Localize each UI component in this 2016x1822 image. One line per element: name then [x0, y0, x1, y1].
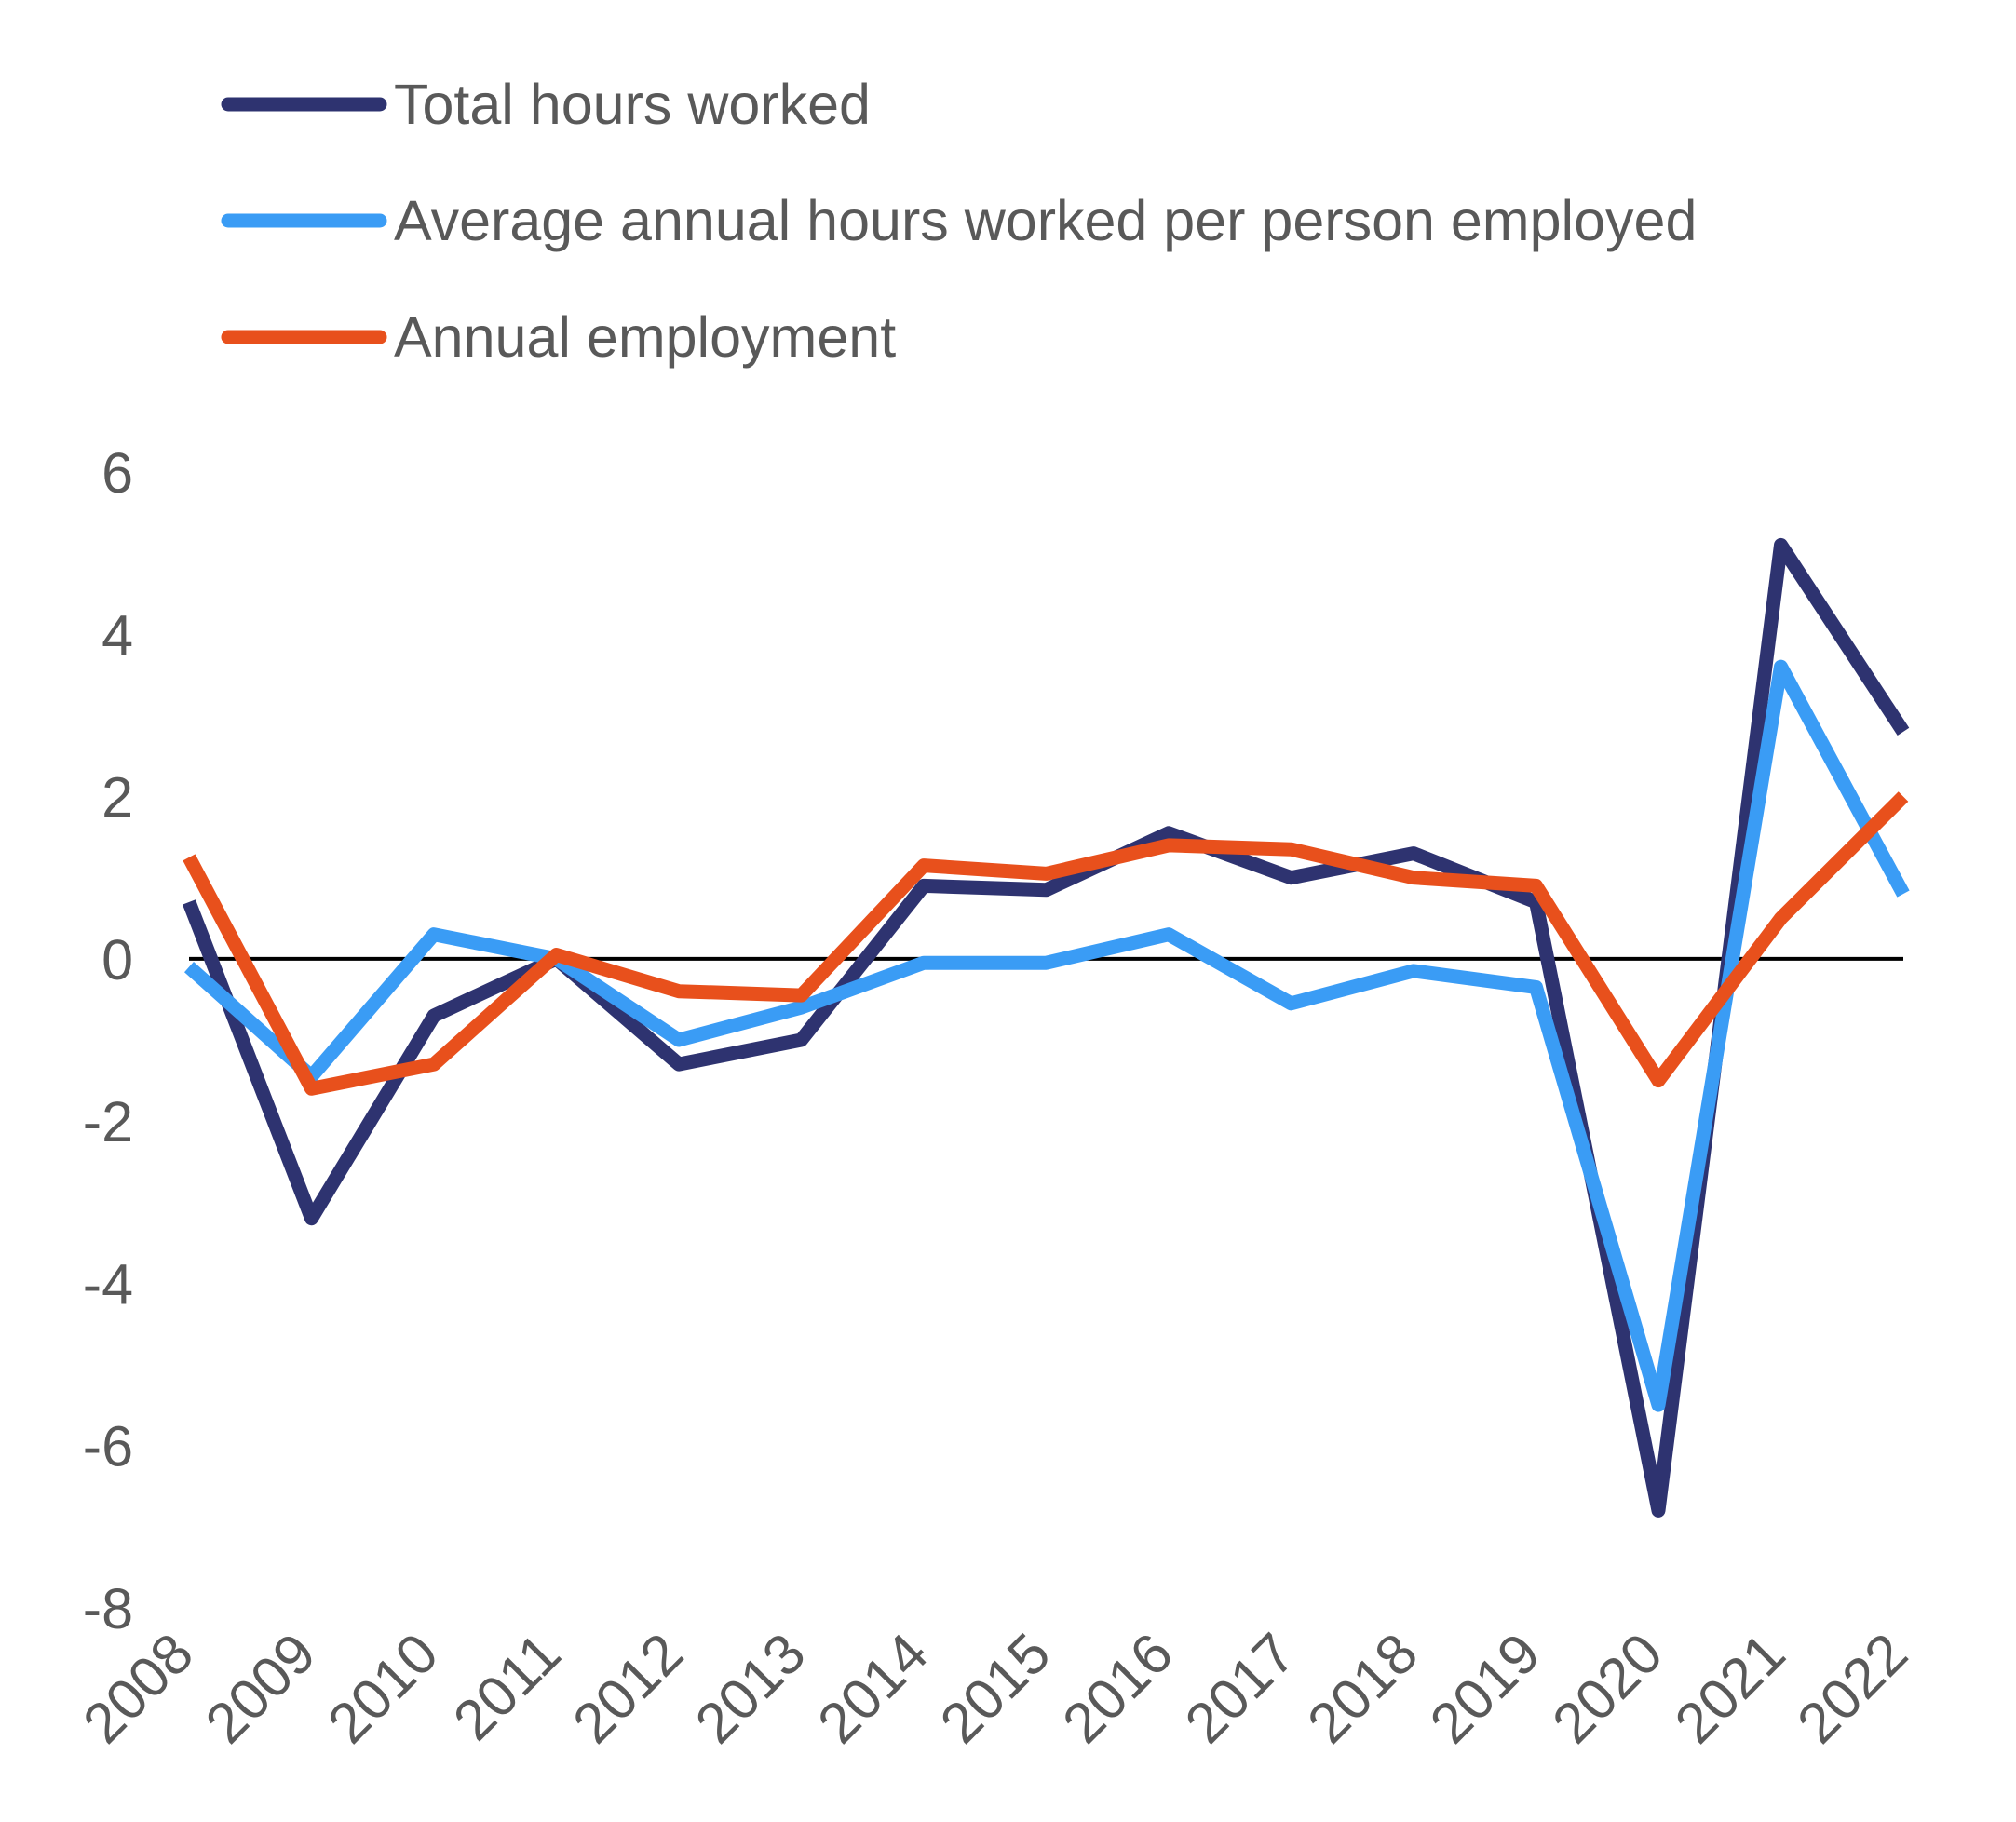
x-tick-label: 2019	[1418, 1621, 1552, 1755]
y-tick-label: 2	[101, 766, 133, 830]
y-tick-label: 0	[101, 928, 133, 992]
legend-item-annual-employment: Annual employment	[221, 305, 896, 369]
x-tick-label: 2021	[1663, 1621, 1797, 1755]
y-tick-label: -8	[83, 1577, 133, 1640]
x-axis-tick-labels: 2008200920102011201220132014201520162017…	[71, 1621, 1919, 1755]
x-tick-label: 2013	[683, 1621, 818, 1755]
legend-label: Total hours worked	[394, 73, 871, 136]
legend-label: Annual employment	[394, 305, 896, 369]
y-tick-label: -4	[83, 1252, 133, 1316]
y-tick-label: 6	[101, 441, 133, 505]
x-tick-label: 2016	[1050, 1621, 1184, 1755]
series-line-average-annual-hours-worked-per-person-employed	[184, 659, 1910, 1412]
series-line-annual-employment	[183, 791, 1909, 1096]
x-tick-label: 2012	[561, 1621, 695, 1755]
x-tick-label: 2009	[194, 1621, 328, 1755]
legend-label: Average annual hours worked per person e…	[394, 189, 1697, 252]
legend-item-average-annual-hours-worked-per-person-employed: Average annual hours worked per person e…	[221, 189, 1697, 252]
y-axis-tick-labels: 6 4 2 0 -2 -4 -6 -8	[83, 441, 133, 1640]
x-tick-label: 2008	[71, 1621, 205, 1755]
x-tick-label: 2011	[441, 1621, 573, 1752]
x-tick-label: 2020	[1540, 1621, 1674, 1755]
y-tick-label: 4	[101, 603, 133, 667]
x-tick-label: 2015	[928, 1621, 1062, 1755]
series-line-total-hours-worked	[183, 537, 1910, 1518]
series-lines	[183, 537, 1910, 1518]
x-tick-label: 2017	[1173, 1621, 1307, 1755]
y-tick-label: -6	[83, 1415, 133, 1478]
x-tick-label: 2022	[1785, 1621, 1919, 1755]
x-tick-label: 2010	[316, 1621, 450, 1755]
y-tick-label: -2	[83, 1090, 133, 1154]
x-tick-label: 2014	[805, 1621, 940, 1755]
legend-item-total-hours-worked: Total hours worked	[221, 73, 871, 136]
x-tick-label: 2018	[1295, 1621, 1429, 1755]
legend: Total hours worked Average annual hours w…	[221, 73, 1697, 369]
